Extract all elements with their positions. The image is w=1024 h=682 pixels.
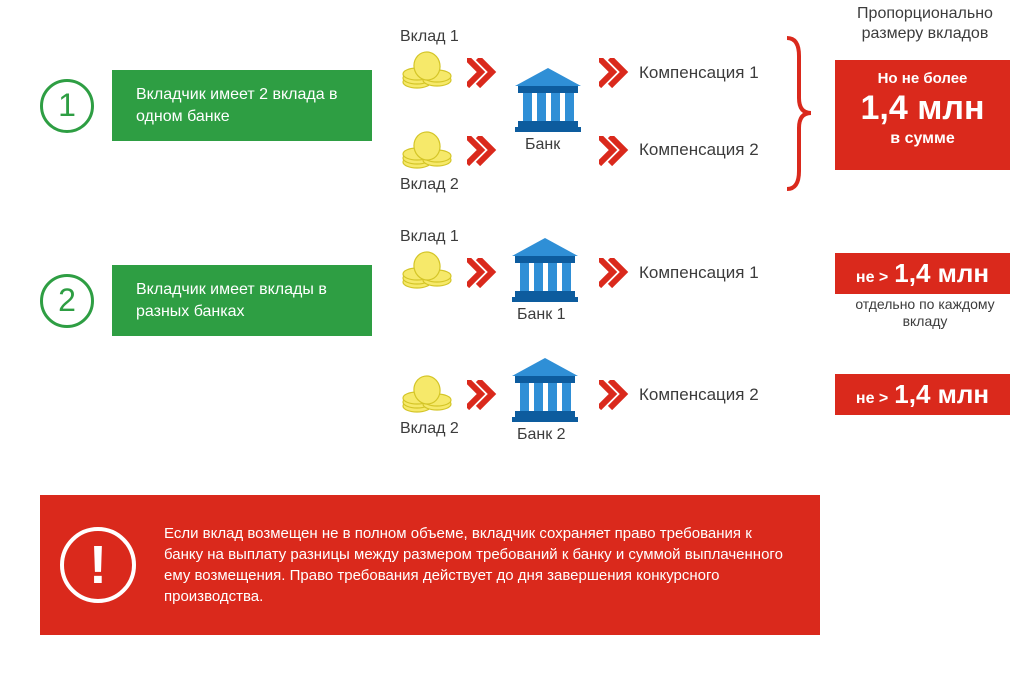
chevron-icon (599, 380, 629, 410)
scenario-2-header: 2 Вкладчик имеет вклады в разных банках (40, 265, 372, 336)
limit-box-2b: не > 1,4 млн (835, 374, 1010, 415)
coins-icon (395, 128, 457, 172)
limit-amount: 1,4 млн (894, 379, 989, 410)
limit-box-scenario-1: Но не более 1,4 млн в сумме (835, 60, 1010, 170)
deposit-1-label: Вклад 1 (400, 228, 459, 246)
chevron-icon (467, 58, 497, 88)
bank-label: Банк (525, 136, 560, 154)
compensation-2-label: Компенсация 2 (639, 140, 759, 160)
compensation-1-label: Компенсация 1 (639, 63, 759, 83)
scenario-1-number: 1 (40, 79, 94, 133)
separate-text: отдельно по каждому вкладу (850, 296, 1000, 330)
bracket-icon (783, 36, 813, 191)
chevron-icon (599, 136, 629, 166)
bank-icon (513, 66, 583, 134)
bank-icon (510, 236, 580, 304)
limit-post: в сумме (841, 130, 1004, 148)
coins-icon (395, 48, 457, 92)
chevron-icon (467, 136, 497, 166)
compensation-1-label: Компенсация 1 (639, 263, 759, 283)
deposit-1-label: Вклад 1 (400, 28, 459, 46)
deposit-2-label: Вклад 2 (400, 176, 459, 194)
scenario-1-label: Вкладчик имеет 2 вклада в одном банке (112, 70, 372, 141)
chevron-icon (599, 58, 629, 88)
bank-1-label: Банк 1 (517, 306, 566, 324)
coins-icon (395, 372, 457, 416)
limit-amount: 1,4 млн (894, 258, 989, 289)
warning-bar: ! Если вклад возмещен не в полном объеме… (40, 495, 820, 635)
scenario-2-label: Вкладчик имеет вклады в разных банках (112, 265, 372, 336)
chevron-icon (599, 258, 629, 288)
bank-icon (510, 356, 580, 424)
limit-amount: 1,4 млн (841, 89, 1004, 128)
limit-ne: не > (856, 269, 888, 287)
chevron-icon (467, 258, 497, 288)
bank-2-label: Банк 2 (517, 426, 566, 444)
limit-pre: Но не более (841, 70, 1004, 87)
scenario-1-header: 1 Вкладчик имеет 2 вклада в одном банке (40, 70, 372, 141)
deposit-2-label: Вклад 2 (400, 420, 459, 438)
limit-box-2a: не > 1,4 млн (835, 253, 1010, 294)
warning-text: Если вклад возмещен не в полном объеме, … (164, 523, 790, 607)
coins-icon (395, 248, 457, 292)
chevron-icon (467, 380, 497, 410)
exclamation-icon: ! (60, 527, 136, 603)
scenario-2-number: 2 (40, 274, 94, 328)
compensation-2-label: Компенсация 2 (639, 385, 759, 405)
proportional-text: Пропорционально размеру вкладов (840, 4, 1010, 44)
limit-ne: не > (856, 390, 888, 408)
